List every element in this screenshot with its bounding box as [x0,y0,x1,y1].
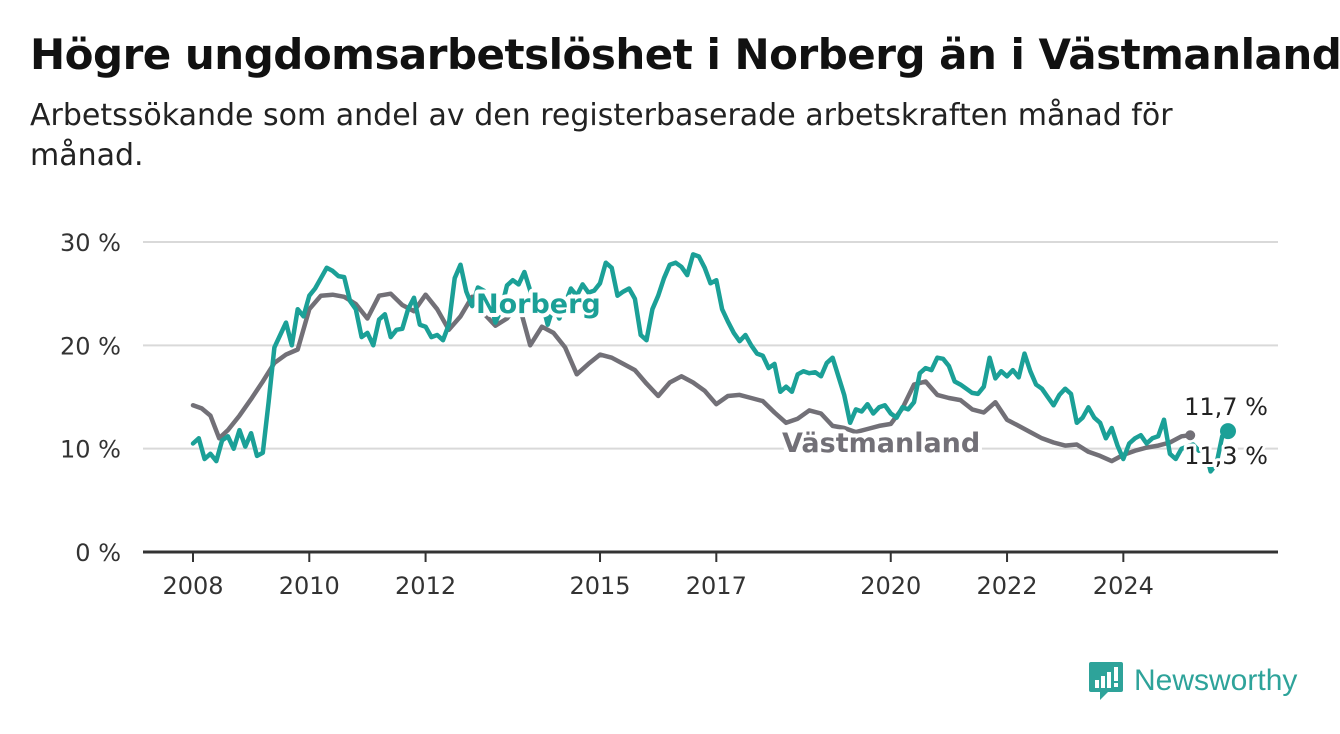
x-tick-label: 2008 [162,572,223,600]
brand-name: Newsworthy [1134,664,1298,697]
vastmanland-end-marker [1185,430,1196,441]
y-tick-label: 10 % [60,436,121,464]
series-label-vastmanland: Västmanland [782,428,980,459]
series-label-vastmanland-halo: Västmanland [782,428,980,459]
x-tick-label: 2024 [1093,572,1154,600]
newsworthy-logo: Newsworthy [1088,660,1297,702]
y-tick-label: 0 % [75,539,121,567]
series-line-vstmanland [190,291,1193,464]
y-tick-label: 20 % [60,332,121,360]
series-label-norberg-halo: Norberg [476,289,601,320]
x-tick-label: 2020 [860,572,921,600]
y-tick-label: 30 % [60,229,121,257]
x-tick-label: 2022 [977,572,1038,600]
end-label-vastmanland-halo: 11,3 % [1184,442,1268,470]
end-label-norberg-halo: 11,7 % [1184,393,1268,421]
series-label-norberg: Norberg [476,289,601,320]
series-line-norberg [190,252,1231,474]
chart-title: Högre ungdomsarbetslöshet i Norberg än i… [30,30,1340,79]
chart-subtitle: Arbetssökande som andel av den registerb… [30,98,1173,173]
x-tick-label: 2012 [395,572,456,600]
x-tick-label: 2015 [569,572,630,600]
end-label-vastmanland: 11,3 % [1184,442,1268,470]
end-label-norberg: 11,7 % [1184,393,1268,421]
norberg-end-marker [1220,423,1236,440]
x-tick-label: 2017 [686,572,747,600]
x-tick-label: 2010 [279,572,340,600]
newsworthy-icon [1089,662,1123,700]
